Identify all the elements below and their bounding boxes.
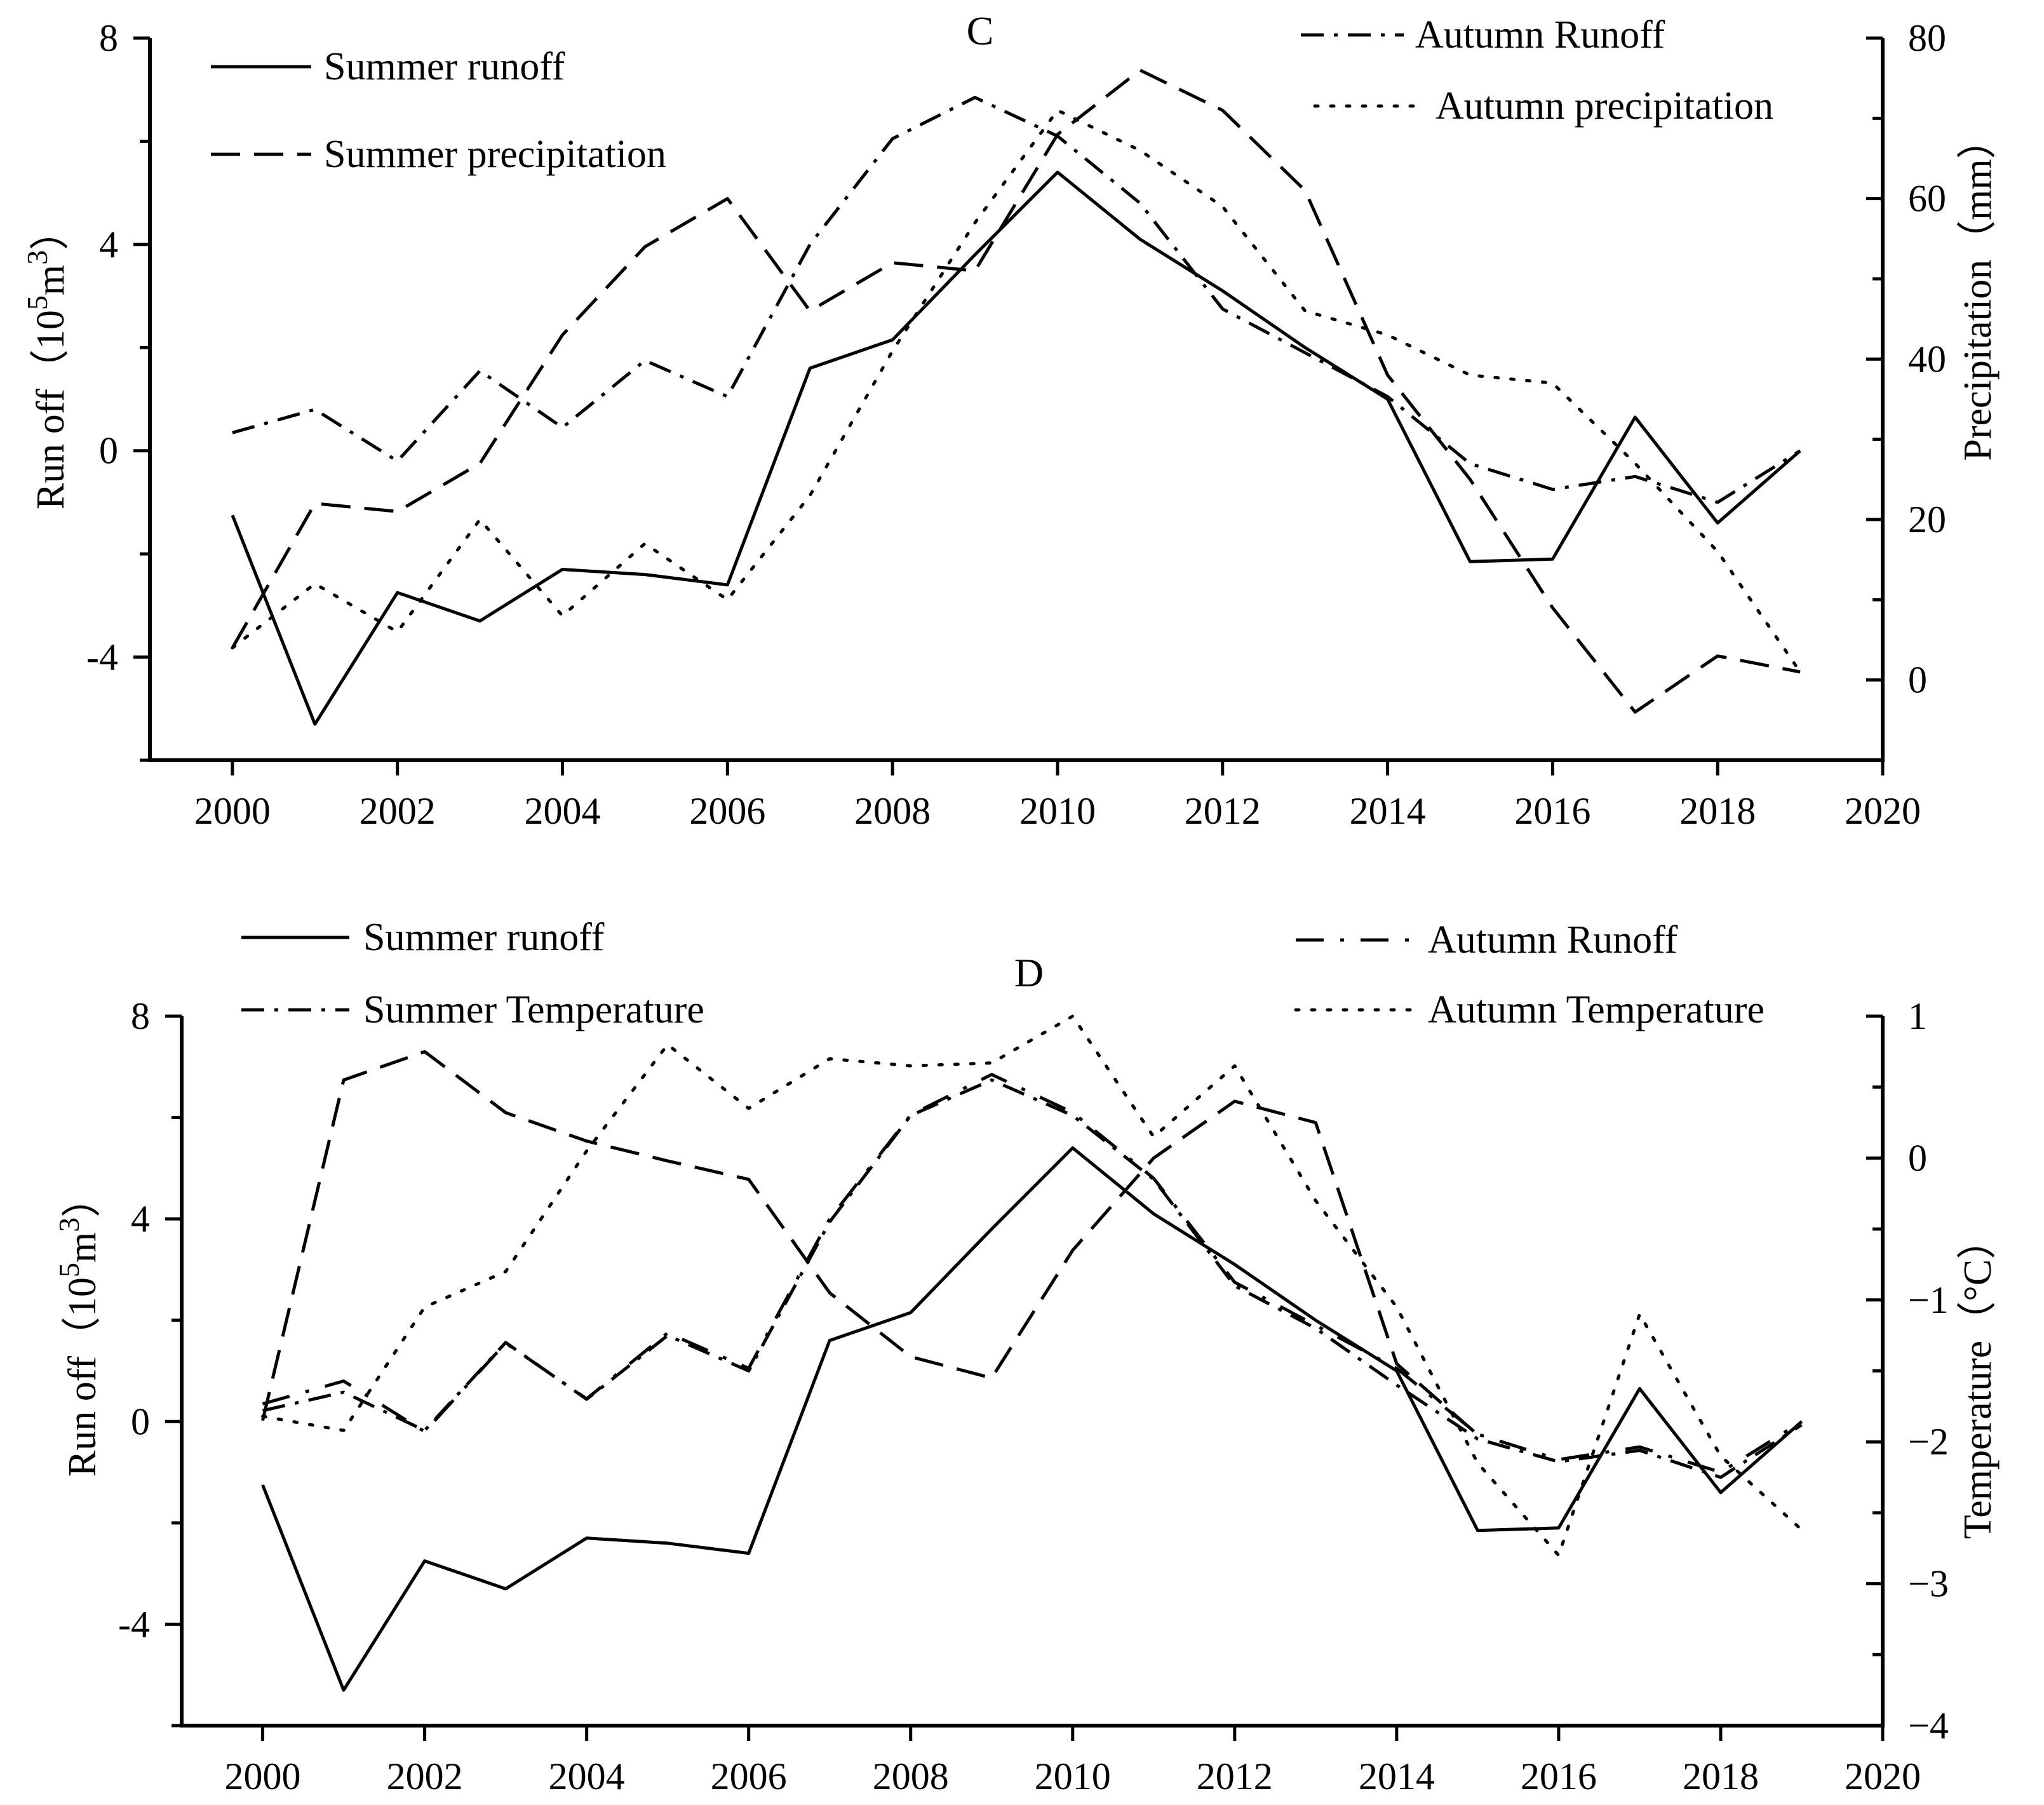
y-left-axis-label: Run off（105m3）: [21, 211, 72, 509]
y-left-label-close: ）: [61, 1178, 104, 1218]
y-left-tick-label: 8: [131, 995, 150, 1037]
x-tick-label: 2018: [1679, 790, 1756, 832]
y-left-label-close: ）: [29, 211, 72, 250]
y-left-label-text: Run off（10: [61, 1277, 104, 1477]
x-tick-label: 2002: [387, 1755, 463, 1797]
y-right-tick-label: −2: [1908, 1421, 1949, 1463]
legend-label-autumn-temperature: Autumn Temperature: [1428, 988, 1765, 1031]
panel-d: 2000 2002 2004 2006 2008 2010 2012 2014 2016 2018…: [53, 916, 2000, 1797]
y-right-axis-label: Precipitation（mm）: [1956, 119, 2000, 460]
x-tick-label: 2010: [1035, 1755, 1111, 1797]
x-tick-label: 2020: [1845, 1755, 1921, 1797]
x-tick-label: 2020: [1845, 790, 1921, 832]
legend-label-autumn-runoff: Autumn Runoff: [1415, 13, 1665, 57]
y-left-label-exp: 5: [21, 295, 53, 310]
axes-frame: [148, 38, 1885, 762]
series-autumn-runoff-line: [232, 95, 1801, 504]
y-right-axis-label: Temperature（°C）: [1956, 1220, 2000, 1540]
y-right-tick-label: 80: [1908, 17, 1946, 59]
x-tick-label: 2014: [1359, 1755, 1435, 1797]
legend-label-autumn-runoff: Autumn Runoff: [1428, 918, 1678, 962]
series-summer-runoff-line: [231, 170, 1801, 726]
axes-frame: [180, 1016, 1885, 1728]
x-tick-label: 2002: [360, 790, 436, 832]
legend-label-autumn-precipitation: Autumn precipitation: [1436, 84, 1773, 128]
series-summer-temperature-line: [262, 1078, 1803, 1479]
x-tick-label: 2010: [1019, 790, 1096, 832]
panel-c: 2000 2002 2004 2006 2008 2010 2012 2014 2016 2018…: [21, 8, 2000, 832]
y-left-tick-label: 0: [131, 1400, 150, 1442]
y-left-tick-label: -4: [86, 636, 118, 678]
x-tick-label: 2012: [1197, 1755, 1273, 1797]
y-left-axis-label: Run off（105m3）: [53, 1178, 104, 1477]
x-tick-label: 2006: [689, 790, 765, 832]
y-left-tick-label: 8: [99, 17, 118, 59]
y-left-tick-label: 4: [131, 1198, 150, 1240]
y-right-tick-label: 1: [1908, 995, 1927, 1037]
x-tick-label: 2012: [1185, 790, 1261, 832]
y-left-label-text: Run off（10: [29, 310, 72, 509]
y-left-tick-label: 4: [99, 224, 118, 265]
y-left-tick-label: 0: [99, 430, 118, 472]
y-left-tick-label: -4: [118, 1603, 150, 1645]
series-summer-runoff-line: [261, 1146, 1803, 1692]
series-autumn-precipitation-line: [231, 109, 1802, 674]
series-autumn-runoff-line: [261, 1050, 1479, 1436]
x-tick-label: 2008: [854, 790, 931, 832]
y-right-tick-label: −1: [1908, 1279, 1949, 1321]
series-autumn-temperature-line: [261, 1014, 1803, 1557]
x-tick-label: 2000: [194, 790, 271, 832]
y-left-label-exp: 3: [53, 1218, 85, 1232]
panel-title: D: [1014, 950, 1044, 995]
x-tick-label: 2016: [1514, 790, 1590, 832]
x-tick-label: 2000: [225, 1755, 301, 1797]
y-left-label-exp: 5: [53, 1263, 85, 1277]
panel-title: C: [967, 8, 994, 53]
x-tick-label: 2014: [1350, 790, 1426, 832]
y-left-label-unit: m: [61, 1232, 104, 1263]
x-tick-label: 2004: [549, 1755, 625, 1797]
x-tick-label: 2018: [1683, 1755, 1759, 1797]
legend-label-summer-precipitation: Summer precipitation: [324, 133, 666, 176]
x-tick-label: 2016: [1521, 1755, 1597, 1797]
legend-label-summer-runoff: Summer runoff: [324, 45, 565, 88]
series-summer-precipitation-line: [231, 69, 1801, 714]
y-left-label-unit: m: [29, 265, 72, 295]
legend-label-summer-runoff: Summer runoff: [363, 916, 605, 959]
y-right-tick-label: −3: [1908, 1563, 1949, 1605]
y-right-tick-label: 0: [1908, 659, 1927, 701]
y-left-label-exp: 3: [21, 250, 53, 265]
y-right-tick-label: 20: [1908, 499, 1946, 540]
x-tick-label: 2008: [873, 1755, 949, 1797]
legend-label-summer-temperature: Summer Temperature: [363, 988, 704, 1031]
y-right-tick-label: −4: [1908, 1705, 1949, 1747]
y-right-tick-label: 0: [1908, 1137, 1927, 1179]
x-tick-label: 2004: [525, 790, 601, 832]
y-right-tick-label: 40: [1908, 338, 1946, 380]
y-right-tick-label: 60: [1908, 178, 1946, 220]
x-tick-label: 2006: [711, 1755, 787, 1797]
series-autumn-runoff-line: [262, 1073, 1803, 1474]
